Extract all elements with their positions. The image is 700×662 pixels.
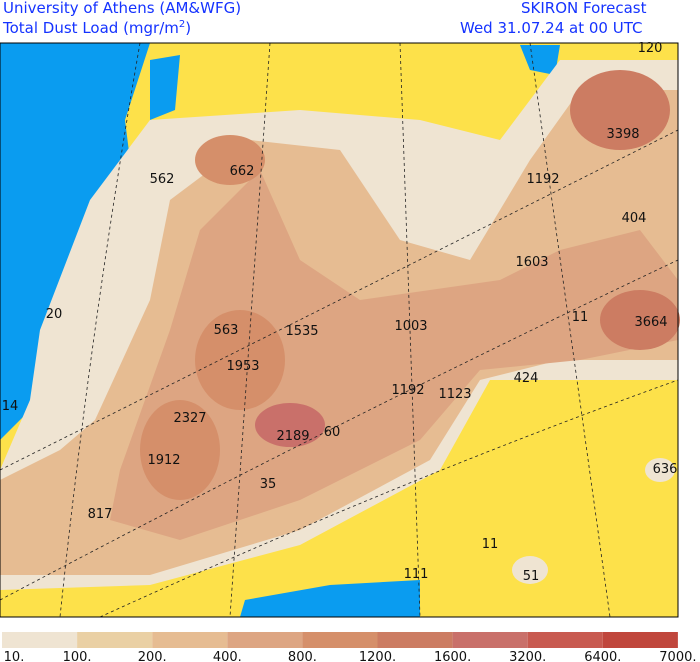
dust-value-label: 562	[150, 172, 175, 187]
dust-value-label: 35	[260, 477, 277, 492]
dust-value-label: 404	[622, 211, 647, 226]
colorbar-label: 200.	[138, 650, 167, 662]
dust-value-label: 1123	[438, 387, 471, 402]
dust-value-label: 636	[653, 462, 678, 477]
dust-value-label: 1603	[515, 255, 548, 270]
colorbar-swatch	[152, 632, 228, 648]
dust-value-label: 11	[482, 537, 499, 552]
map-frame	[0, 42, 679, 618]
dust-value-label: 3398	[606, 127, 639, 142]
dust-value-label: 1953	[226, 359, 259, 374]
field-end: )	[185, 19, 192, 37]
valid-time: Wed 31.07.24 at 00 UTC	[460, 19, 643, 37]
dust-value-label: 1003	[394, 319, 427, 334]
colorbar-label: 1200.	[359, 650, 396, 662]
dust-value-label: 563	[214, 323, 239, 338]
dust-value-label: 662	[230, 164, 255, 179]
colorbar-swatch	[377, 632, 453, 648]
dust-value-label: 1192	[526, 172, 559, 187]
dust-value-label: 424	[514, 371, 539, 386]
colorbar-swatch	[452, 632, 528, 648]
colorbar-label: 1600.	[434, 650, 471, 662]
colorbar-swatch	[527, 632, 603, 648]
dust-field	[0, 60, 680, 590]
dust-value-label: 11	[572, 310, 589, 325]
colorbar-label: 400.	[213, 650, 242, 662]
colorbar-label: 6400.	[584, 650, 621, 662]
dust-value-label: 1912	[147, 453, 180, 468]
colorbar-label: 3200.	[509, 650, 546, 662]
field-title: Total Dust Load (mgr/m2)	[3, 19, 191, 37]
dust-value-label: 60	[324, 425, 341, 440]
colorbar-swatch	[302, 632, 378, 648]
field-sup: 2	[178, 19, 186, 30]
field: Total Dust Load (mgr/m	[3, 19, 179, 37]
dust-value-label: 111	[404, 567, 429, 582]
dust-value-label: 817	[88, 507, 113, 522]
dust-value-label: 2327	[173, 411, 206, 426]
colorbar-label: 7000.	[659, 650, 696, 662]
dust-value-label: 2189	[276, 429, 309, 444]
colorbar-swatch	[227, 632, 303, 648]
dust-value-label: 3664	[634, 315, 667, 330]
dust-value-label: 20	[46, 307, 63, 322]
graticule	[0, 42, 679, 618]
dust-value-label: 1192	[391, 383, 424, 398]
dust-value-label: 120	[638, 41, 663, 56]
institution: University of Athens (AM&WFG)	[3, 0, 242, 17]
colorbar-swatch	[602, 632, 678, 648]
dust-value-label: 14	[2, 399, 19, 414]
dust-value-label: 51	[523, 569, 540, 584]
product: SKIRON Forecast	[521, 0, 647, 17]
colorbar-label: 10.	[4, 650, 25, 662]
colorbar-swatch	[2, 632, 78, 648]
colorbar-swatch	[77, 632, 153, 648]
colorbar-label: 800.	[288, 650, 317, 662]
dust-value-label: 1535	[285, 324, 318, 339]
colorbar-label: 100.	[63, 650, 92, 662]
